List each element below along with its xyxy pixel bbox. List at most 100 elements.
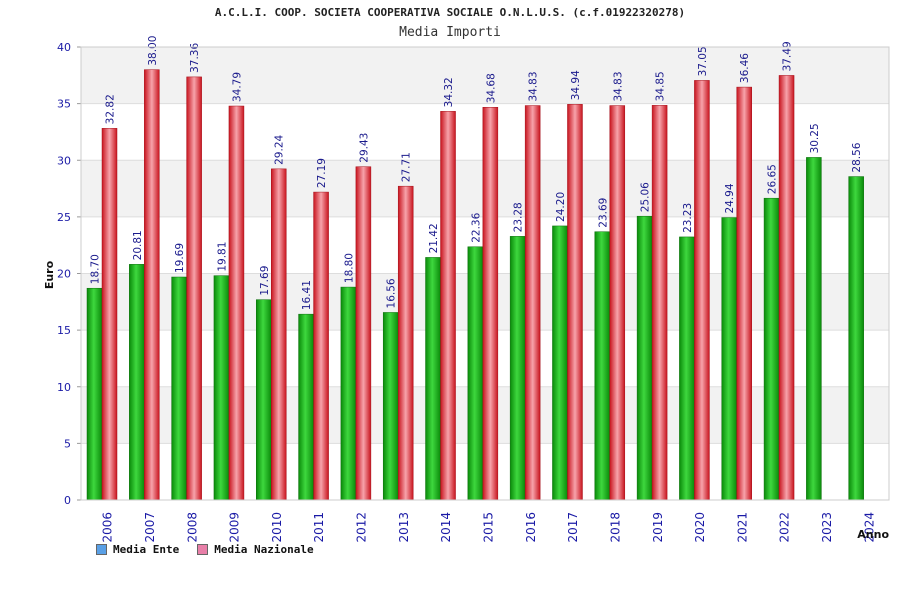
bar-value-label: 22.36 [470,212,482,242]
bar-media-ente [679,236,695,501]
bar-value-label: 25.06 [640,182,652,212]
bar-media-ente [467,246,484,501]
y-tick-label: 25 [57,211,71,224]
bar-media-ente [298,313,314,501]
bar-value-label: 23.28 [513,202,525,232]
bar-value-label: 30.25 [809,123,821,153]
chart-subtitle: Media Importi [399,25,501,40]
x-tick-label: 2024 [862,512,876,543]
bar-value-label: 27.19 [316,158,328,188]
bar-media-nazionale [694,80,710,501]
bar-media-ente [86,287,103,501]
x-tick-label: 2022 [778,512,792,543]
legend-swatch-nazionale [197,544,209,555]
bar-value-label: 34.94 [570,70,582,100]
bar-media-nazionale [355,166,372,501]
bar-media-nazionale [397,185,414,501]
bar-value-label: 37.36 [189,43,201,73]
bar-media-nazionale [271,168,287,501]
x-tick-label: 2006 [101,512,115,543]
bar-value-label: 21.42 [428,223,440,253]
bar-value-label: 36.46 [739,53,751,83]
bar-value-label: 38.00 [147,36,159,66]
bar-media-nazionale [144,69,160,501]
bar-media-ente [382,312,399,501]
bar-value-label: 16.41 [301,280,313,310]
bar-media-ente [594,231,611,501]
chart-title: A.C.L.I. COOP. SOCIETA COOPERATIVA SOCIA… [214,6,686,19]
legend-label-nazionale: Media Nazionale [214,543,314,556]
y-tick-label: 40 [57,41,71,54]
bar-value-label: 28.56 [851,142,863,172]
x-tick-label: 2017 [566,512,580,543]
bar-media-nazionale [567,104,583,501]
bar-media-ente [340,286,357,501]
bar-value-label: 34.32 [443,77,455,107]
bar-value-label: 37.49 [782,41,794,71]
bar-value-label: 34.85 [655,71,667,101]
bar-value-label: 18.70 [90,254,102,284]
bar-labels: 18.70 32.82 20.81 38.00 19.69 37.36 19.81 34.79… [90,36,864,311]
x-tick-label: 2018 [608,512,622,543]
x-tick-label: 2008 [185,512,199,543]
x-tick-label: 2016 [524,512,538,543]
y-tick-label: 10 [57,381,71,394]
bar-media-ente [129,264,145,501]
legend-label-ente: Media Ente [113,543,180,556]
bar-media-ente [171,276,187,501]
bar-media-ente [721,217,737,501]
bar-value-label: 24.20 [555,192,567,222]
y-tick-label: 30 [57,154,71,167]
y-tick-label: 35 [57,98,71,111]
x-tick-label: 2013 [397,512,411,543]
x-tick-label: 2021 [735,512,749,543]
x-tick-label: 2015 [482,512,496,543]
bar-value-label: 34.83 [528,71,540,101]
legend-item-ente: Media Ente [96,543,179,556]
bar-media-nazionale [736,86,752,501]
bar-value-label: 32.82 [105,94,117,124]
bar-value-label: 23.23 [682,203,694,233]
bar-value-label: 19.81 [216,242,228,272]
y-tick-label: 20 [57,268,71,281]
axes: 0 5 10 15 20 25 30 35 40 2006 2007 2008 2009 2010 2011… [43,41,890,543]
legend-item-nazionale: Media Nazionale [197,543,314,556]
bar-value-label: 24.94 [724,183,736,213]
bar-media-nazionale [440,111,456,501]
y-axis-title: Euro [43,260,56,289]
legend-swatch-ente [96,544,107,555]
bar-media-nazionale [778,75,795,501]
bar-media-nazionale [186,76,202,501]
bar-media-nazionale [313,191,329,501]
bar-media-ente [552,225,568,501]
bar-media-ente [509,236,526,501]
bar-value-label: 34.79 [231,72,243,102]
bar-media-ente [806,157,822,501]
bar-media-ente [636,215,653,501]
bar-value-label: 19.69 [174,243,186,273]
bar-value-label: 23.69 [597,198,609,228]
bar-value-label: 37.05 [697,46,709,76]
bar-value-label: 26.65 [767,164,779,194]
bar-media-nazionale [651,105,668,501]
bar-value-label: 27.71 [401,152,413,182]
legend: Media Ente Media Nazionale [96,543,314,556]
x-tick-label: 2019 [651,512,665,543]
x-tick-label: 2023 [820,512,834,543]
bar-media-ente [763,197,780,501]
y-tick-label: 15 [57,324,71,337]
bar-media-ente [848,176,864,501]
bar-value-label: 18.80 [343,253,355,283]
plot-band [81,47,889,104]
y-tick-label: 5 [64,437,71,450]
plot-frame [80,46,890,501]
bar-media-ente [256,299,272,501]
x-tick-label: 2012 [355,512,369,543]
bar-value-label: 29.43 [358,133,370,163]
bar-value-label: 34.83 [612,71,624,101]
y-tick-label: 0 [64,494,71,507]
x-tick-label: 2011 [312,512,326,543]
bar-media-nazionale [609,105,626,501]
bar-media-nazionale [101,128,118,501]
